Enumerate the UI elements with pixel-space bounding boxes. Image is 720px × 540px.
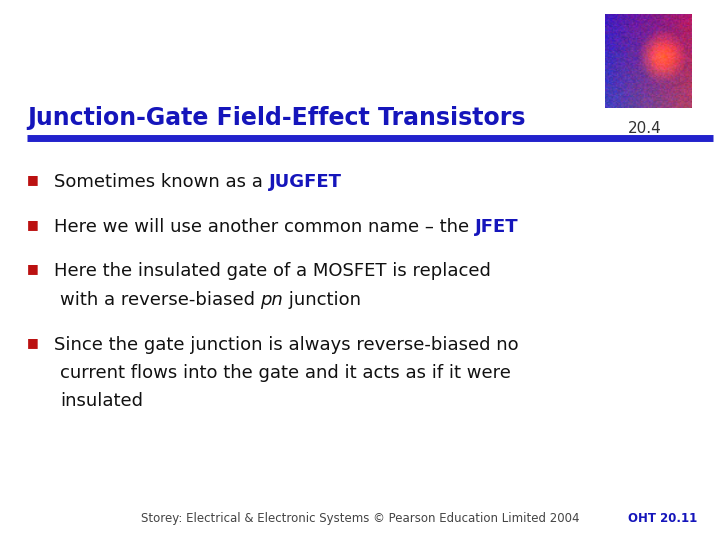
Text: Sometimes known as a: Sometimes known as a (54, 173, 269, 191)
Text: current flows into the gate and it acts as if it were: current flows into the gate and it acts … (60, 364, 510, 382)
Text: insulated: insulated (60, 392, 143, 410)
Text: Junction-Gate Field-Effect Transistors: Junction-Gate Field-Effect Transistors (27, 106, 526, 130)
Text: Here we will use another common name – the: Here we will use another common name – t… (54, 218, 475, 235)
Text: OHT 20.11: OHT 20.11 (628, 512, 697, 525)
Text: ■: ■ (27, 336, 39, 349)
Text: ■: ■ (27, 262, 39, 275)
Text: JFET: JFET (475, 218, 518, 235)
Text: 20.4: 20.4 (628, 121, 661, 136)
Text: Here the insulated gate of a MOSFET is replaced: Here the insulated gate of a MOSFET is r… (54, 262, 491, 280)
Text: ■: ■ (27, 173, 39, 186)
Text: Since the gate junction is always reverse-biased no: Since the gate junction is always revers… (54, 336, 518, 354)
Text: JUGFET: JUGFET (269, 173, 341, 191)
Text: Storey: Electrical & Electronic Systems © Pearson Education Limited 2004: Storey: Electrical & Electronic Systems … (140, 512, 580, 525)
Text: junction: junction (283, 291, 361, 308)
Text: pn: pn (261, 291, 283, 308)
Text: with a reverse-biased: with a reverse-biased (60, 291, 261, 308)
Text: ■: ■ (27, 218, 39, 231)
